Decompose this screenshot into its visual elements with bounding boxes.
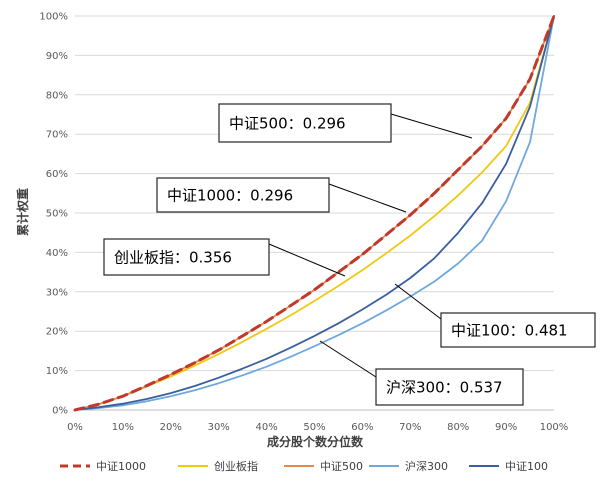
annotation-leader-line	[328, 183, 407, 213]
annotation-box	[375, 368, 524, 406]
annotation-leader-line	[319, 340, 377, 378]
legend-label: 中证1000	[96, 460, 146, 473]
x-tick-label: 10%	[112, 422, 134, 433]
y-tick-label: 30%	[46, 287, 68, 298]
y-tick-label: 100%	[39, 12, 68, 23]
x-tick-label: 20%	[160, 422, 182, 433]
annotation-label: 中证100：0.481	[451, 322, 568, 340]
legend-label: 创业板指	[214, 459, 258, 473]
y-tick-label: 90%	[46, 51, 68, 62]
tick-layer: 0% 10% 20% 30% 40% 50% 60% 70% 80% 90% 100% 0% 10% 20…	[39, 12, 568, 434]
x-tick-label: 90%	[495, 422, 517, 433]
series-layer	[73, 14, 556, 412]
annotation-box	[440, 312, 596, 348]
grid-layer	[75, 15, 554, 411]
x-tick-label: 50%	[303, 422, 325, 433]
series-line	[73, 14, 556, 412]
annotation-label: 中证1000：0.296	[167, 187, 293, 205]
y-tick-label: 0%	[52, 406, 68, 417]
x-tick-label: 100%	[540, 422, 569, 433]
annotation-label: 中证500：0.296	[229, 115, 346, 133]
legend: 中证1000 创业板指 中证500 沪深300 中证100	[60, 459, 548, 473]
annotation-leader-line	[390, 113, 473, 139]
annotation-leader-line	[268, 243, 346, 277]
x-axis-title: 成分股个数分位数	[267, 434, 364, 449]
y-axis-title: 累计权重	[15, 188, 30, 236]
y-tick-label: 60%	[46, 169, 68, 180]
series-line	[74, 15, 555, 411]
x-tick-label: 40%	[255, 422, 277, 433]
x-tick-label: 0%	[67, 422, 83, 433]
annotation-box	[156, 177, 330, 213]
y-tick-label: 70%	[46, 130, 68, 141]
annotation-label: 创业板指：0.356	[114, 249, 232, 267]
y-tick-label: 80%	[46, 90, 68, 101]
x-tick-label: 60%	[351, 422, 373, 433]
x-tick-label: 30%	[208, 422, 230, 433]
y-tick-label: 20%	[46, 327, 68, 338]
legend-label: 中证500	[320, 460, 363, 473]
y-tick-label: 10%	[46, 366, 68, 377]
x-tick-label: 80%	[447, 422, 469, 433]
annotation-box	[103, 238, 270, 276]
legend-label: 中证100	[505, 460, 548, 473]
x-tick-label: 70%	[399, 422, 421, 433]
y-tick-label: 40%	[46, 248, 68, 259]
series-line	[74, 15, 555, 411]
y-tick-label: 50%	[46, 209, 68, 220]
legend-label: 沪深300	[405, 459, 448, 473]
annotation-label: 沪深300：0.537	[386, 379, 503, 397]
annotation-box	[218, 103, 392, 143]
annotation-layer: 中证500：0.296 中证1000：0.296 创业板指：0.356 中证100：0…	[103, 103, 596, 406]
annotation-leader-line	[394, 283, 442, 320]
